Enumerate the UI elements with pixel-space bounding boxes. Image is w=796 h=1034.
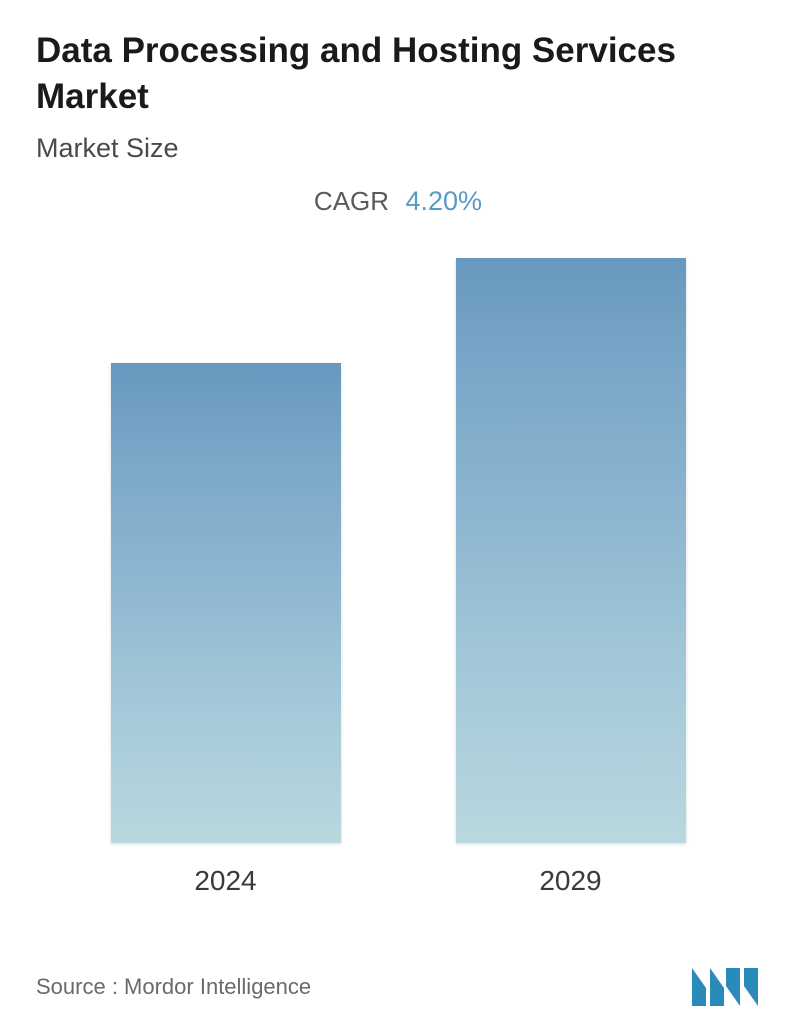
mordor-logo-icon	[690, 966, 760, 1008]
chart-footer: Source : Mordor Intelligence	[36, 966, 760, 1008]
bar-2024	[111, 363, 341, 843]
bar-2029	[456, 258, 686, 843]
bar-label-2029: 2029	[539, 865, 601, 897]
chart-container: Data Processing and Hosting Services Mar…	[0, 0, 796, 1034]
bar-label-2024: 2024	[194, 865, 256, 897]
cagr-row: CAGR 4.20%	[36, 186, 760, 217]
bar-chart: 2024 2029	[36, 277, 760, 897]
chart-title: Data Processing and Hosting Services Mar…	[36, 28, 760, 119]
chart-subtitle: Market Size	[36, 133, 760, 164]
bar-group-1: 2029	[456, 258, 686, 897]
cagr-value: 4.20%	[406, 186, 483, 216]
bar-group-0: 2024	[111, 363, 341, 897]
source-text: Source : Mordor Intelligence	[36, 974, 311, 1000]
cagr-label: CAGR	[314, 186, 389, 216]
